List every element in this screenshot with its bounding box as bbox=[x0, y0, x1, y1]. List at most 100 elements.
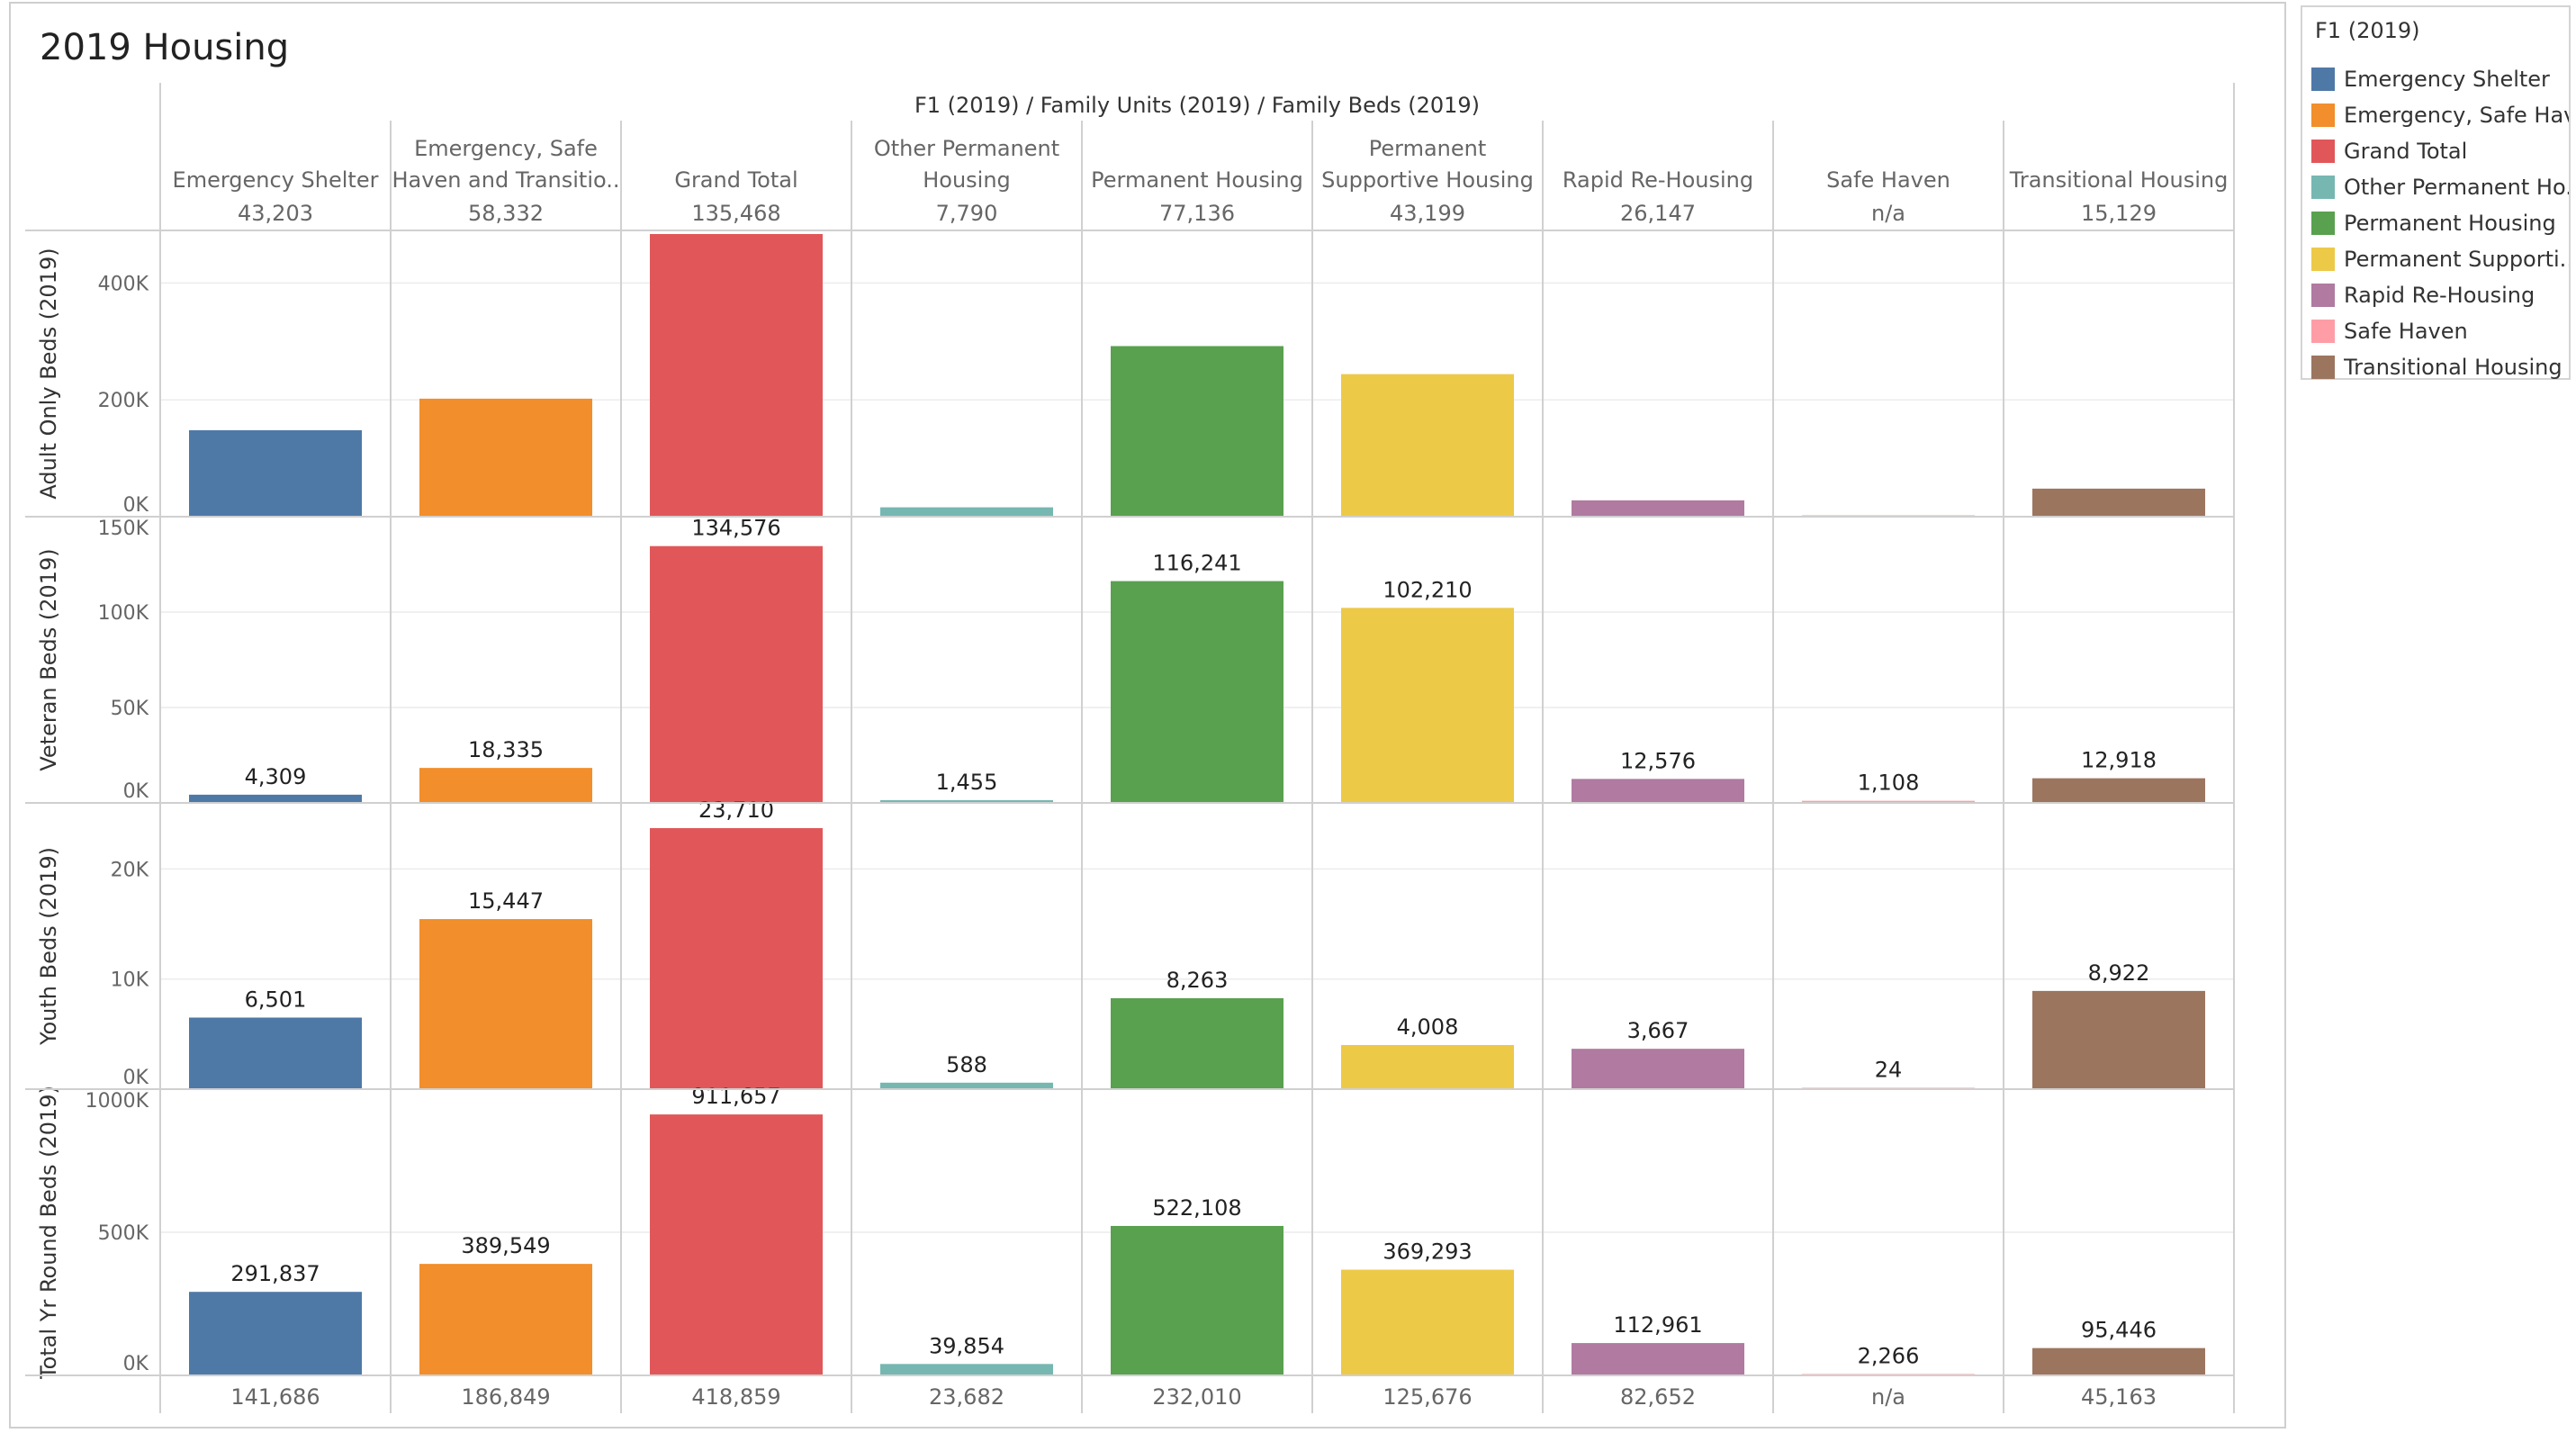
bar bbox=[189, 1292, 362, 1375]
data-label: 4,008 bbox=[1397, 1014, 1459, 1040]
y-tick-label: 0K bbox=[123, 780, 149, 803]
bar bbox=[650, 828, 823, 1089]
bar bbox=[1572, 1049, 1744, 1089]
row-axis-title: Veteran Beds (2019) bbox=[36, 548, 61, 771]
data-label: 911,657 bbox=[691, 1084, 780, 1109]
legend-title: F1 (2019) bbox=[2315, 18, 2420, 43]
bar bbox=[1572, 500, 1744, 517]
category-label: Emergency Shelter bbox=[173, 167, 379, 193]
bar bbox=[419, 919, 592, 1089]
family-units-value: n/a bbox=[1871, 201, 1905, 226]
bar bbox=[1111, 998, 1283, 1089]
family-units-value: 58,332 bbox=[468, 201, 544, 226]
bar bbox=[1111, 1226, 1283, 1375]
legend-label: Safe Haven bbox=[2344, 319, 2468, 344]
legend-swatch bbox=[2311, 320, 2335, 343]
legend-item[interactable]: Transitional Housing bbox=[2311, 349, 2569, 385]
family-beds-value: 186,849 bbox=[461, 1384, 550, 1410]
family-units-value: 43,203 bbox=[238, 201, 313, 226]
y-tick-label: 400K bbox=[98, 273, 149, 295]
bar bbox=[2032, 1348, 2205, 1375]
legend-label: Rapid Re-Housing bbox=[2344, 283, 2535, 308]
bar bbox=[880, 1083, 1053, 1089]
bar bbox=[2032, 991, 2205, 1089]
y-tick-label: 200K bbox=[98, 390, 149, 412]
bar bbox=[880, 508, 1053, 517]
category-label: Grand Total bbox=[674, 167, 797, 193]
category-label: Haven and Transitio.. bbox=[392, 167, 619, 193]
legend-item[interactable]: Other Permanent Ho.. bbox=[2311, 169, 2569, 205]
bar bbox=[1341, 1045, 1514, 1089]
data-label: 18,335 bbox=[468, 737, 544, 762]
data-label: 6,501 bbox=[245, 987, 307, 1012]
legend-label: Emergency Shelter bbox=[2344, 67, 2550, 92]
category-label: Rapid Re-Housing bbox=[1563, 167, 1753, 193]
data-label: 15,447 bbox=[468, 888, 544, 914]
category-label: Permanent bbox=[1369, 136, 1487, 161]
family-beds-value: 82,652 bbox=[1620, 1384, 1696, 1410]
data-label: 2,266 bbox=[1858, 1344, 1920, 1369]
legend-item[interactable]: Safe Haven bbox=[2311, 313, 2569, 349]
column-header: F1 (2019) / Family Units (2019) / Family… bbox=[914, 93, 1480, 118]
family-units-value: 26,147 bbox=[1620, 201, 1696, 226]
data-label: 95,446 bbox=[2081, 1318, 2157, 1343]
family-beds-value: 125,676 bbox=[1383, 1384, 1472, 1410]
y-tick-label: 1000K bbox=[86, 1090, 149, 1113]
bar bbox=[419, 1264, 592, 1375]
legend[interactable]: F1 (2019) Emergency Shelter Emergency, Sa… bbox=[2301, 5, 2571, 380]
data-label: 1,455 bbox=[936, 770, 998, 795]
family-units-value: 135,468 bbox=[691, 201, 780, 226]
category-label: Housing bbox=[923, 167, 1011, 193]
family-units-value: 43,199 bbox=[1390, 201, 1465, 226]
bar bbox=[880, 1364, 1053, 1375]
y-tick-label: 150K bbox=[98, 518, 149, 540]
bar bbox=[189, 1017, 362, 1089]
family-units-value: 77,136 bbox=[1159, 201, 1235, 226]
data-label: 369,293 bbox=[1383, 1239, 1472, 1265]
bar bbox=[2032, 779, 2205, 803]
category-label: Safe Haven bbox=[1826, 167, 1950, 193]
legend-item[interactable]: Grand Total bbox=[2311, 133, 2569, 169]
legend-item[interactable]: Permanent Housing bbox=[2311, 205, 2569, 241]
data-label: 134,576 bbox=[691, 516, 780, 541]
data-label: 12,918 bbox=[2081, 748, 2157, 773]
legend-label: Grand Total bbox=[2344, 139, 2467, 164]
legend-swatch bbox=[2311, 248, 2335, 271]
category-label: Permanent Housing bbox=[1091, 167, 1303, 193]
family-beds-value: 45,163 bbox=[2081, 1384, 2157, 1410]
bar bbox=[1341, 374, 1514, 517]
y-tick-label: 0K bbox=[123, 494, 149, 517]
legend-label: Emergency, Safe Hav.. bbox=[2344, 103, 2569, 128]
legend-item[interactable]: Emergency Shelter bbox=[2311, 61, 2569, 97]
legend-swatch bbox=[2311, 68, 2335, 91]
bar bbox=[1572, 1343, 1744, 1375]
y-tick-label: 500K bbox=[98, 1222, 149, 1245]
bar bbox=[2032, 489, 2205, 517]
legend-swatch bbox=[2311, 212, 2335, 235]
data-label: 588 bbox=[946, 1052, 987, 1077]
bar bbox=[650, 234, 823, 517]
bar bbox=[1341, 608, 1514, 803]
family-units-value: 15,129 bbox=[2081, 201, 2157, 226]
legend-item[interactable]: Permanent Supporti.. bbox=[2311, 241, 2569, 277]
bar bbox=[1111, 346, 1283, 517]
bar bbox=[650, 546, 823, 803]
legend-label: Transitional Housing bbox=[2344, 355, 2562, 380]
data-label: 4,309 bbox=[245, 764, 307, 789]
y-tick-label: 100K bbox=[98, 602, 149, 625]
bar bbox=[1111, 581, 1283, 803]
legend-swatch bbox=[2311, 104, 2335, 127]
family-units-value: 7,790 bbox=[936, 201, 998, 226]
bar bbox=[1341, 1270, 1514, 1375]
y-tick-label: 0K bbox=[123, 1067, 149, 1089]
data-label: 3,667 bbox=[1627, 1018, 1689, 1043]
row-axis-title: Youth Beds (2019) bbox=[36, 847, 61, 1046]
bar bbox=[419, 768, 592, 803]
category-label: Other Permanent bbox=[874, 136, 1059, 161]
legend-item[interactable]: Emergency, Safe Hav.. bbox=[2311, 97, 2569, 133]
data-label: 1,108 bbox=[1858, 771, 1920, 796]
legend-item[interactable]: Rapid Re-Housing bbox=[2311, 277, 2569, 313]
data-label: 8,263 bbox=[1166, 968, 1229, 993]
data-label: 112,961 bbox=[1613, 1312, 1702, 1338]
data-label: 522,108 bbox=[1152, 1195, 1241, 1221]
